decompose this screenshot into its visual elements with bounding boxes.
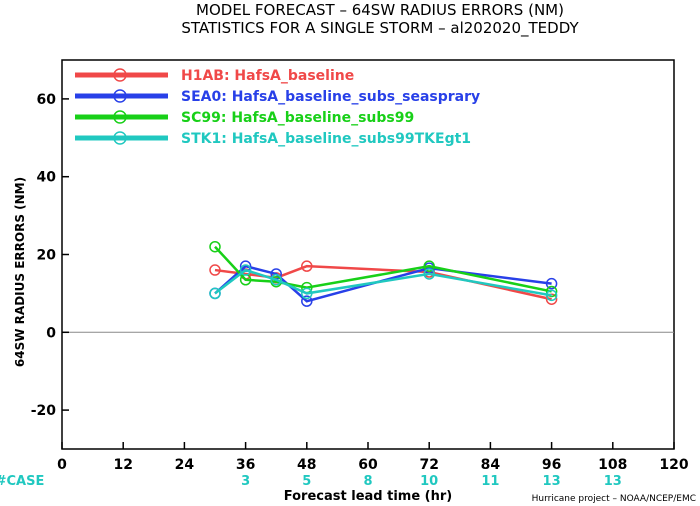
legend-label: SEA0: HafsA_baseline_subs_seasprary <box>181 89 480 105</box>
x-tick-label: 72 <box>419 457 438 473</box>
y-tick-label: -20 <box>31 403 57 419</box>
data-point <box>301 287 313 300</box>
chart-title: MODEL FORECAST – 64SW RADIUS ERRORS (NM) <box>196 1 564 19</box>
x-tick-label: 108 <box>598 457 627 473</box>
x-tick-label: 48 <box>297 457 316 473</box>
x-tick-label: 0 <box>57 457 67 473</box>
case-count: 3 <box>241 474 250 489</box>
case-count: 11 <box>481 474 499 489</box>
case-label: #CASE <box>0 474 44 489</box>
y-tick-label: 60 <box>37 92 57 108</box>
data-point <box>545 285 558 298</box>
case-count: 8 <box>363 474 372 489</box>
series-line-2 <box>214 264 552 303</box>
y-tick-label: 40 <box>37 170 57 186</box>
x-tick-label: 84 <box>481 457 501 473</box>
y-tick-label: 20 <box>37 248 57 264</box>
data-point <box>209 264 221 276</box>
data-point <box>545 289 558 302</box>
data-point <box>270 274 282 286</box>
case-count: 13 <box>543 474 561 489</box>
data-point <box>209 287 221 300</box>
y-tick-label: 0 <box>46 325 56 341</box>
data-point <box>423 260 435 272</box>
x-tick-label: 120 <box>659 457 688 473</box>
legend-marker <box>113 68 127 82</box>
x-tick-label: 60 <box>358 457 378 473</box>
x-tick-label: 12 <box>113 457 132 473</box>
series-line-4 <box>214 268 552 297</box>
x-tick-label: 96 <box>542 457 561 473</box>
data-point <box>301 295 313 307</box>
chart-subtitle: STATISTICS FOR A SINGLE STORM – al202020… <box>181 19 579 38</box>
data-point <box>301 260 313 272</box>
legend-marker <box>113 131 127 145</box>
case-count: 10 <box>420 474 438 489</box>
x-tick-label: 36 <box>236 457 255 473</box>
case-count: 5 <box>302 474 311 489</box>
legend-marker <box>113 89 127 103</box>
x-axis-label: Forecast lead time (hr) <box>284 489 452 504</box>
legend-label: STK1: HafsA_baseline_subs99TKEgt1 <box>181 131 471 147</box>
case-count: 13 <box>604 474 622 489</box>
data-point <box>423 268 435 280</box>
legend-label: H1AB: HafsA_baseline <box>181 68 354 84</box>
credit-text: Hurricane project – NOAA/NCEP/EMC <box>532 494 696 504</box>
legend-label: SC99: HafsA_baseline_subs99 <box>181 110 414 126</box>
x-tick-label: 24 <box>175 457 195 473</box>
data-point <box>545 277 558 290</box>
data-point <box>239 264 252 276</box>
y-axis-label: 64SW RADIUS ERRORS (NM) <box>13 177 27 367</box>
data-point <box>209 240 221 253</box>
legend-marker <box>113 110 127 124</box>
